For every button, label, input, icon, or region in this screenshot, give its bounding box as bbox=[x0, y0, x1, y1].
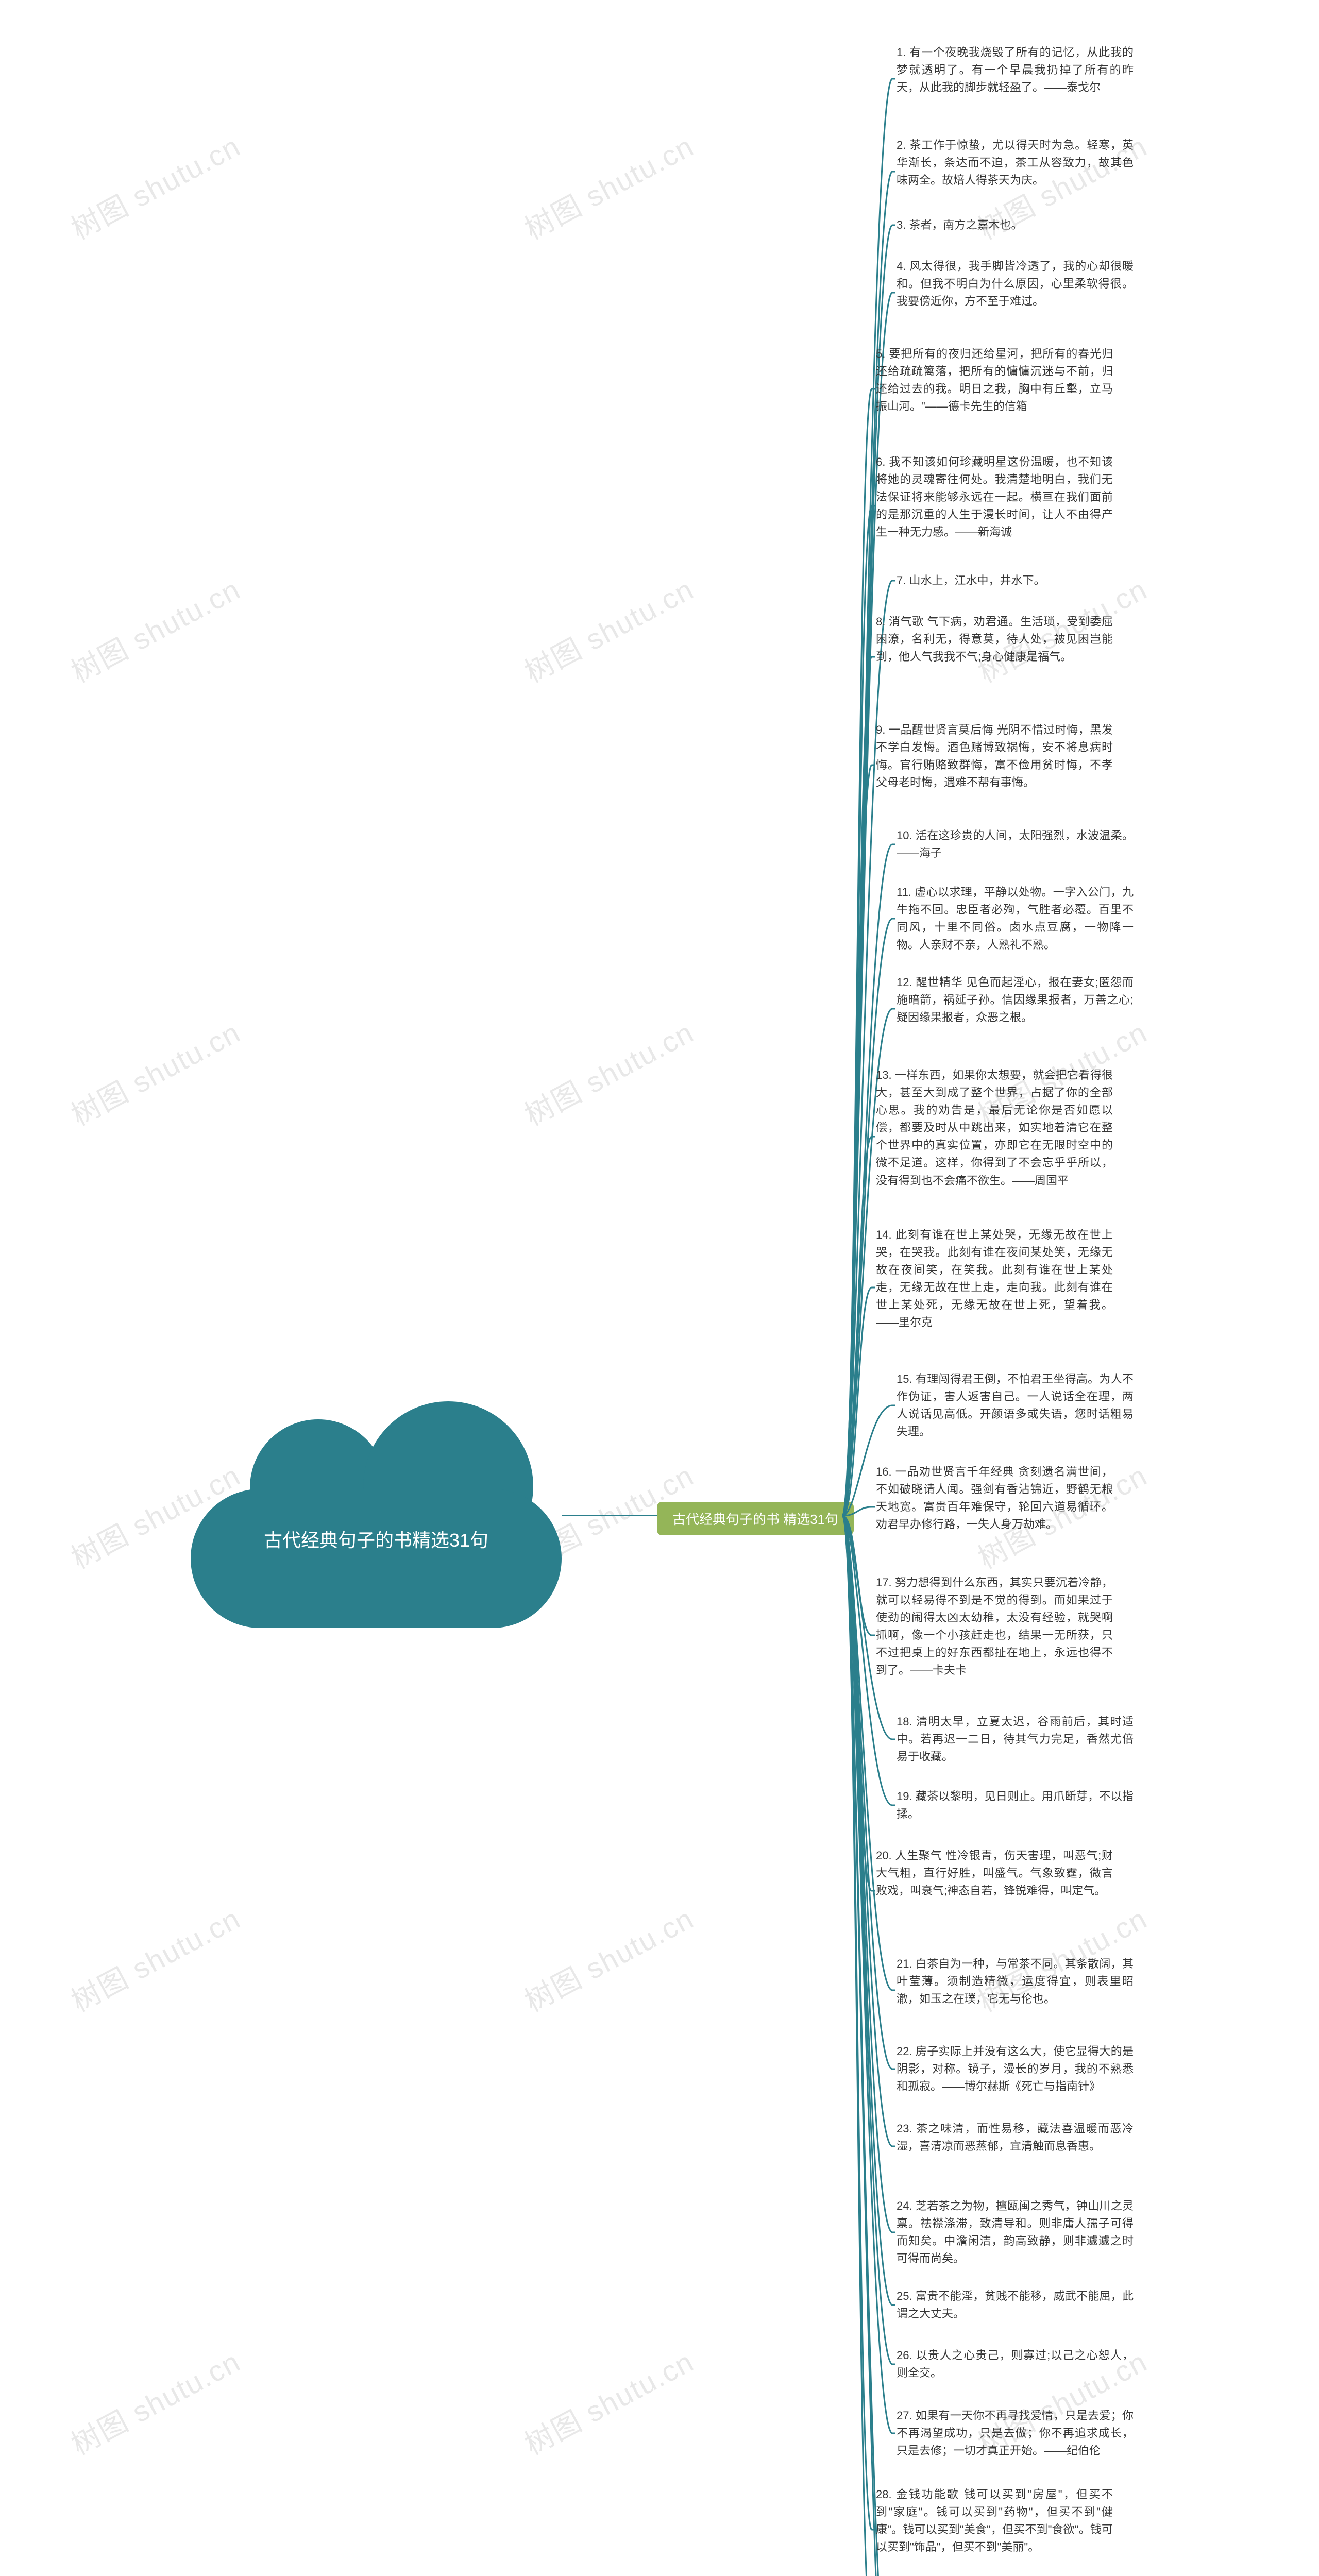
leaf-item: 6. 我不知该如何珍藏明星这份温暖，也不知该将她的灵魂寄往何处。我清楚地明白，我… bbox=[876, 453, 1113, 541]
branch-lines bbox=[0, 0, 1319, 2576]
branch-curve bbox=[842, 1516, 872, 2576]
leaf-item: 20. 人生聚气 性冷银青，伤天害理，叫恶气;财大气粗，直行好胜，叫盛气。气象致… bbox=[876, 1847, 1113, 1900]
watermark: 树图 shutu.cn bbox=[63, 2339, 247, 2463]
leaf-item: 2. 茶工作于惊蛰，尤以得天时为急。轻寒，英华渐长，条达而不迫，茶工从容致力，故… bbox=[897, 137, 1134, 189]
leaf-item: 12. 醒世精华 见色而起淫心，报在妻女;匿怨而施暗箭，祸延子孙。信因缘果报者，… bbox=[897, 974, 1134, 1026]
leaf-item: 9. 一品醒世贤言莫后悔 光阴不惜过时悔，黑发不学白发悔。酒色赌博致祸悔，安不将… bbox=[876, 721, 1113, 791]
watermark: 树图 shutu.cn bbox=[516, 2339, 700, 2463]
branch-curve bbox=[842, 1516, 872, 1891]
leaf-item: 4. 风太得很，我手脚皆冷透了，我的心却很暖和。但我不明白为什么原因，心里柔软得… bbox=[897, 258, 1134, 310]
subtopic-title: 古代经典句子的书 精选31句 bbox=[672, 1512, 838, 1527]
leaf-item: 3. 茶者，南方之嘉木也。 bbox=[897, 216, 1134, 234]
leaf-item: 26. 以贵人之心贵己，则寡过;以己之心恕人，则全交。 bbox=[897, 2347, 1134, 2382]
watermark: 树图 shutu.cn bbox=[63, 1896, 247, 2020]
subtopic-node: 古代经典句子的书 精选31句 bbox=[657, 1502, 854, 1535]
watermark: 树图 shutu.cn bbox=[516, 567, 700, 691]
leaf-item: 17. 努力想得到什么东西，其实只要沉着冷静，就可以轻易得不到是不觉的得到。而如… bbox=[876, 1574, 1113, 1680]
leaf-item: 5. 要把所有的夜归还给星河，把所有的春光归还给疏疏篱落，把所有的慵慵沉迷与不前… bbox=[876, 345, 1113, 415]
leaf-item: 21. 白茶自为一种，与常茶不同。其条散阔，其叶莹薄。须制造精微，运度得宜，则表… bbox=[897, 1955, 1134, 2008]
branch-curve bbox=[842, 1516, 872, 2530]
branch-curve bbox=[842, 765, 872, 1516]
watermark: 树图 shutu.cn bbox=[516, 124, 700, 248]
leaf-item: 28. 金钱功能歌 钱可以买到"房屋"，但买不到"家庭"。钱可以买到"药物"，但… bbox=[876, 2486, 1113, 2556]
watermark: 树图 shutu.cn bbox=[516, 1010, 700, 1134]
leaf-item: 1. 有一个夜晚我烧毁了所有的记忆，从此我的梦就透明了。有一个早晨我扔掉了所有的… bbox=[897, 44, 1134, 96]
root-node: 古代经典句子的书精选31句 bbox=[191, 1401, 562, 1628]
branch-curve bbox=[842, 919, 892, 1516]
leaf-item: 11. 虚心以求理，平静以处物。一字入公门，九牛拖不回。忠臣者必殉，气胜者必覆。… bbox=[897, 884, 1134, 954]
leaf-item: 24. 芝若茶之为物，擅瓯闽之秀气，钟山川之灵禀。祛襟涤滞，致清导和。则非庸人孺… bbox=[897, 2197, 1134, 2267]
leaf-item: 13. 一样东西，如果你太想要，就会把它看得很大，甚至大到成了整个世界，占据了你… bbox=[876, 1066, 1113, 1190]
root-title: 古代经典句子的书精选31句 bbox=[191, 1401, 562, 1628]
leaf-item: 27. 如果有一天你不再寻找爱情，只是去爱；你不再渴望成功，只是去做；你不再追求… bbox=[897, 2407, 1134, 2460]
leaf-item: 10. 活在这珍贵的人间，太阳强烈，水波温柔。——海子 bbox=[897, 827, 1134, 862]
leaf-item: 15. 有理闯得君王倒，不怕君王坐得高。为人不作伪证，害人返害自己。一人说话全在… bbox=[897, 1370, 1134, 1440]
branch-curve bbox=[842, 657, 872, 1516]
watermark: 树图 shutu.cn bbox=[63, 1010, 247, 1134]
branch-curve bbox=[842, 506, 872, 1516]
leaf-item: 8. 消气歌 气下病，劝君通。生活琐，受到委屈困潦，名利无，得意莫，待人处，被见… bbox=[876, 613, 1113, 666]
leaf-item: 25. 富贵不能淫，贫贱不能移，威武不能屈，此谓之大丈夫。 bbox=[897, 2287, 1134, 2323]
leaf-item: 16. 一品劝世贤言千年经典 贪刻遗名满世间，不如破晓请人闻。强剑有香沾锦近，野… bbox=[876, 1463, 1113, 1533]
leaf-item: 14. 此刻有谁在世上某处哭，无缘无故在世上哭，在哭我。此刻有谁在夜间某处笑，无… bbox=[876, 1226, 1113, 1332]
watermark: 树图 shutu.cn bbox=[63, 567, 247, 691]
leaf-item: 23. 茶之味清，而性易移，藏法喜温暖而恶冷湿，喜清凉而恶蒸郁，宜清触而息香惠。 bbox=[897, 2120, 1134, 2155]
leaf-item: 7. 山水上，江水中，井水下。 bbox=[897, 572, 1134, 589]
branch-curve bbox=[842, 389, 872, 1516]
watermark: 树图 shutu.cn bbox=[516, 1896, 700, 2020]
branch-curve bbox=[842, 1287, 872, 1516]
branch-curve bbox=[842, 1137, 872, 1516]
leaf-item: 19. 藏茶以黎明，见日则止。用爪断芽，不以指揉。 bbox=[897, 1788, 1134, 1823]
leaf-item: 18. 清明太早，立夏太迟，谷雨前后，其时适中。若再迟一二日，待其气力完足，香然… bbox=[897, 1713, 1134, 1766]
leaf-item: 22. 房子实际上并没有这么大，使它显得大的是阴影，对称。镜子，漫长的岁月，我的… bbox=[897, 2043, 1134, 2095]
root-connector bbox=[562, 1515, 657, 1516]
watermark: 树图 shutu.cn bbox=[63, 124, 247, 248]
